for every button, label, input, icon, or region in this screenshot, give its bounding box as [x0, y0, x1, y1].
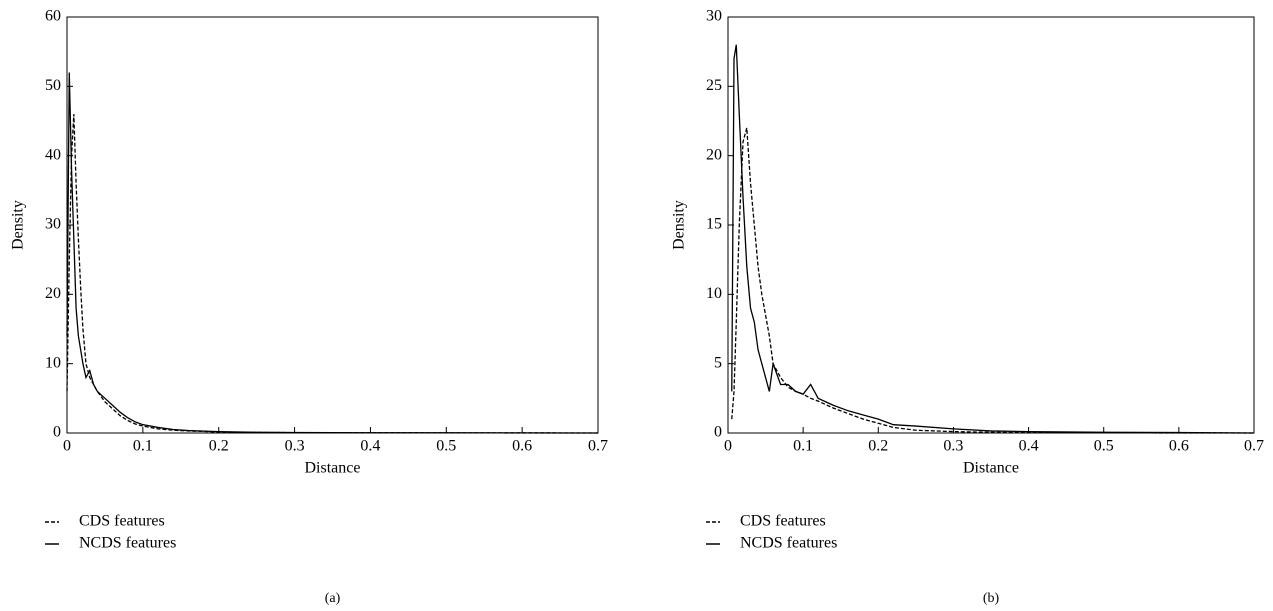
y-tick-label: 5 [714, 354, 722, 371]
plot-frame [727, 16, 1255, 434]
x-tick-label: 0.7 [588, 438, 608, 455]
x-tick-label: 0.7 [1244, 438, 1264, 455]
data-line [66, 72, 599, 434]
x-tick-label: 0.3 [943, 438, 963, 455]
x-tick-label: 0.5 [436, 438, 456, 455]
panel-label: (a) [325, 591, 341, 606]
x-tick-label: 0.4 [360, 438, 380, 455]
y-tick-label: 60 [45, 8, 61, 25]
x-tick-label: 0.6 [1169, 438, 1189, 455]
y-axis-label: Density [10, 200, 27, 250]
y-tick-label: 50 [45, 77, 61, 94]
y-tick-label: 20 [706, 146, 722, 163]
y-tick-label: 10 [45, 354, 61, 371]
x-tick-label: 0.1 [133, 438, 153, 455]
legend-label: NCDS features [740, 535, 837, 552]
data-line [66, 114, 599, 434]
y-axis-label: Density [671, 200, 688, 250]
y-tick-label: 25 [706, 77, 722, 94]
legend-label: CDS features [740, 513, 826, 530]
panel-label: (b) [983, 591, 1000, 606]
legend-label: NCDS features [79, 535, 176, 552]
data-line [731, 127, 1254, 434]
y-tick-label: 30 [45, 216, 61, 233]
x-tick-label: 0.2 [868, 438, 888, 455]
y-tick-label: 0 [53, 424, 61, 441]
data-line [731, 44, 1255, 434]
x-tick-label: 0.6 [512, 438, 532, 455]
x-tick-label: 0.5 [1094, 438, 1114, 455]
x-tick-label: 0 [63, 438, 71, 455]
y-tick-label: 20 [45, 285, 61, 302]
x-axis-label: Distance [305, 460, 361, 477]
x-tick-label: 0.1 [793, 438, 813, 455]
y-tick-label: 15 [706, 216, 722, 233]
y-tick-label: 0 [714, 424, 722, 441]
x-tick-label: 0.2 [209, 438, 229, 455]
legend-label: CDS features [79, 513, 165, 530]
x-tick-label: 0.4 [1019, 438, 1039, 455]
x-tick-label: 0 [724, 438, 732, 455]
y-tick-label: 30 [706, 8, 722, 25]
plot-frame [66, 16, 599, 434]
x-axis-label: Distance [963, 460, 1019, 477]
y-tick-label: 10 [706, 285, 722, 302]
x-tick-label: 0.3 [285, 438, 305, 455]
y-tick-label: 40 [45, 146, 61, 163]
